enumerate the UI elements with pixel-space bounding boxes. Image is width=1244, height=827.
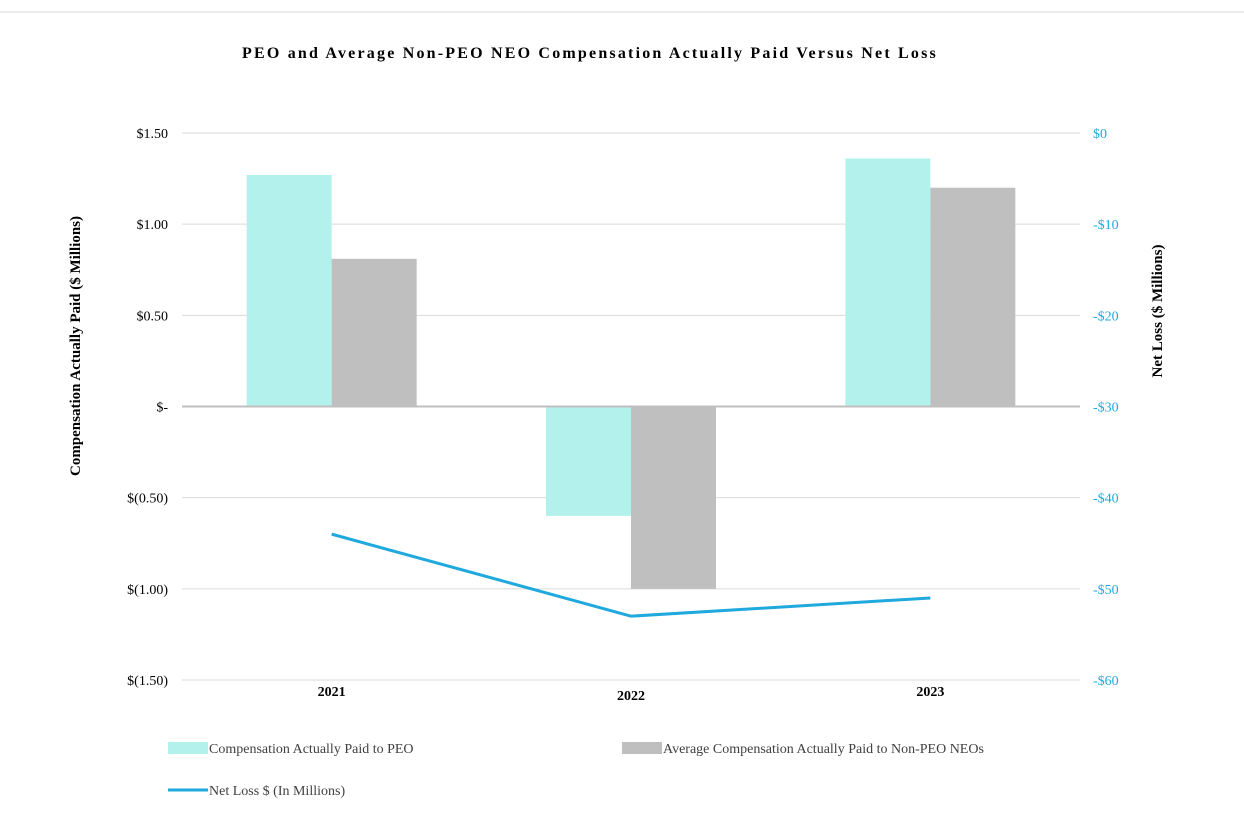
chart-title: PEO and Average Non-PEO NEO Compensation… bbox=[242, 45, 938, 62]
left-axis-ticks: $1.50 $1.00 $0.50 $- $(0.50) $(1.00) $(1.50) bbox=[127, 127, 168, 689]
x-tick-label-2021: 2021 bbox=[318, 685, 346, 700]
bar-peo-2022 bbox=[546, 406, 631, 516]
legend-swatch-1 bbox=[622, 742, 662, 754]
x-tick-label-2022: 2022 bbox=[617, 689, 645, 704]
bars bbox=[246, 158, 1016, 589]
x-axis-ticks: 2021 2022 2023 bbox=[318, 685, 945, 704]
y-axis-label: Compensation Actually Paid ($ Millions) bbox=[68, 216, 84, 476]
y-tick-label-0: $1.50 bbox=[137, 127, 169, 142]
y-tick-label-4: $(0.50) bbox=[127, 492, 168, 507]
bar-peo-2021 bbox=[246, 174, 332, 407]
y-tick-label-3: $- bbox=[156, 401, 168, 416]
y2-tick-label-0: $0 bbox=[1093, 127, 1107, 142]
y2-tick-label-6: -$60 bbox=[1093, 674, 1119, 689]
y2-tick-label-4: -$40 bbox=[1093, 492, 1119, 507]
line-series bbox=[331, 532, 931, 618]
bar-non-peo-2022 bbox=[631, 406, 716, 589]
y-tick-label-2: $0.50 bbox=[137, 309, 169, 324]
bar-non-peo-2021 bbox=[331, 258, 417, 407]
y2-tick-label-3: -$30 bbox=[1093, 401, 1119, 416]
y-tick-label-6: $(1.50) bbox=[127, 674, 168, 689]
x-tick-label-2023: 2023 bbox=[916, 685, 944, 700]
right-axis-ticks: $0 -$10 -$20 -$30 -$40 -$50 -$60 bbox=[1093, 127, 1119, 689]
net-loss-line bbox=[331, 532, 931, 618]
legend-label-1: Average Compensation Actually Paid to No… bbox=[663, 742, 984, 757]
bar-peo-2023 bbox=[845, 158, 931, 407]
legend-label-0: Compensation Actually Paid to PEO bbox=[209, 742, 414, 757]
y2-tick-label-2: -$20 bbox=[1093, 309, 1119, 324]
y2-axis-label: Net Loss ($ Millions) bbox=[1150, 245, 1166, 378]
legend-swatch-0 bbox=[168, 742, 208, 754]
legend-label-2: Net Loss $ (In Millions) bbox=[209, 784, 345, 799]
y-tick-label-1: $1.00 bbox=[137, 218, 169, 233]
bar-non-peo-2023 bbox=[930, 187, 1016, 407]
legend: Compensation Actually Paid to PEO Average… bbox=[168, 742, 984, 799]
y2-tick-label-5: -$50 bbox=[1093, 583, 1119, 598]
y-tick-label-5: $(1.00) bbox=[127, 583, 168, 598]
y2-tick-label-1: -$10 bbox=[1093, 218, 1119, 233]
